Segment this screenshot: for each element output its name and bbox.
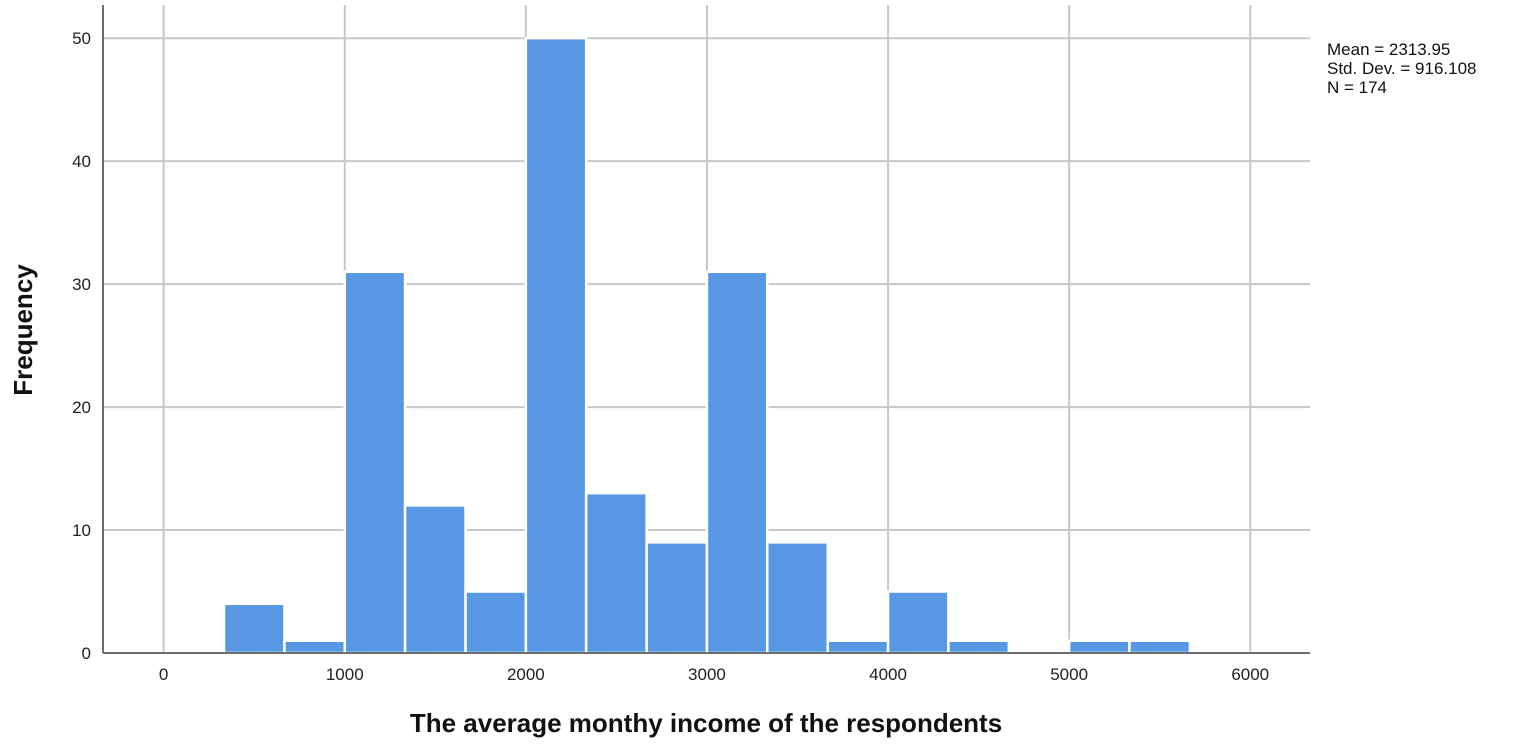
histogram-bar <box>645 541 709 655</box>
histogram-bar <box>1067 639 1131 655</box>
stat-n: N = 174 <box>1327 78 1387 97</box>
x-tick-labels: 0 1000 2000 3000 4000 5000 6000 <box>159 665 1269 684</box>
x-tick-label: 1000 <box>326 665 364 684</box>
axes <box>102 5 1310 654</box>
gridlines <box>103 5 1310 653</box>
histogram-bar <box>766 541 829 655</box>
stat-std-dev: Std. Dev. = 916.108 <box>1327 59 1476 78</box>
x-tick-label: 5000 <box>1050 665 1088 684</box>
y-tick-label: 30 <box>72 275 91 294</box>
x-axis-label: The average monthy income of the respond… <box>410 708 1002 738</box>
histogram-bar <box>886 590 950 655</box>
histogram-bar <box>947 639 1011 655</box>
histogram-bar <box>705 270 769 655</box>
histogram-bar <box>283 639 347 655</box>
histogram-bar <box>464 590 528 655</box>
y-tick-label: 20 <box>72 398 91 417</box>
histogram-bar <box>1128 639 1192 655</box>
y-tick-label: 0 <box>82 644 91 663</box>
histogram-bar <box>403 504 467 655</box>
histogram-bar <box>343 270 407 655</box>
x-tick-label: 4000 <box>869 665 907 684</box>
histogram-bar <box>524 36 588 655</box>
x-tick-label: 0 <box>159 665 168 684</box>
histogram-bar <box>584 491 648 655</box>
x-tick-label: 3000 <box>688 665 726 684</box>
y-tick-label: 10 <box>72 521 91 540</box>
histogram-bar <box>826 639 890 655</box>
y-tick-label: 40 <box>72 152 91 171</box>
histogram-bar <box>222 602 286 655</box>
x-tick-label: 6000 <box>1231 665 1269 684</box>
y-tick-labels: 0 10 20 30 40 50 <box>72 29 91 663</box>
stat-mean: Mean = 2313.95 <box>1327 40 1450 59</box>
y-tick-label: 50 <box>72 29 91 48</box>
x-tick-label: 2000 <box>507 665 545 684</box>
y-axis-label: Frequency <box>8 264 38 396</box>
stats-box: Mean = 2313.95 Std. Dev. = 916.108 N = 1… <box>1327 40 1476 97</box>
histogram-bars <box>222 36 1192 655</box>
